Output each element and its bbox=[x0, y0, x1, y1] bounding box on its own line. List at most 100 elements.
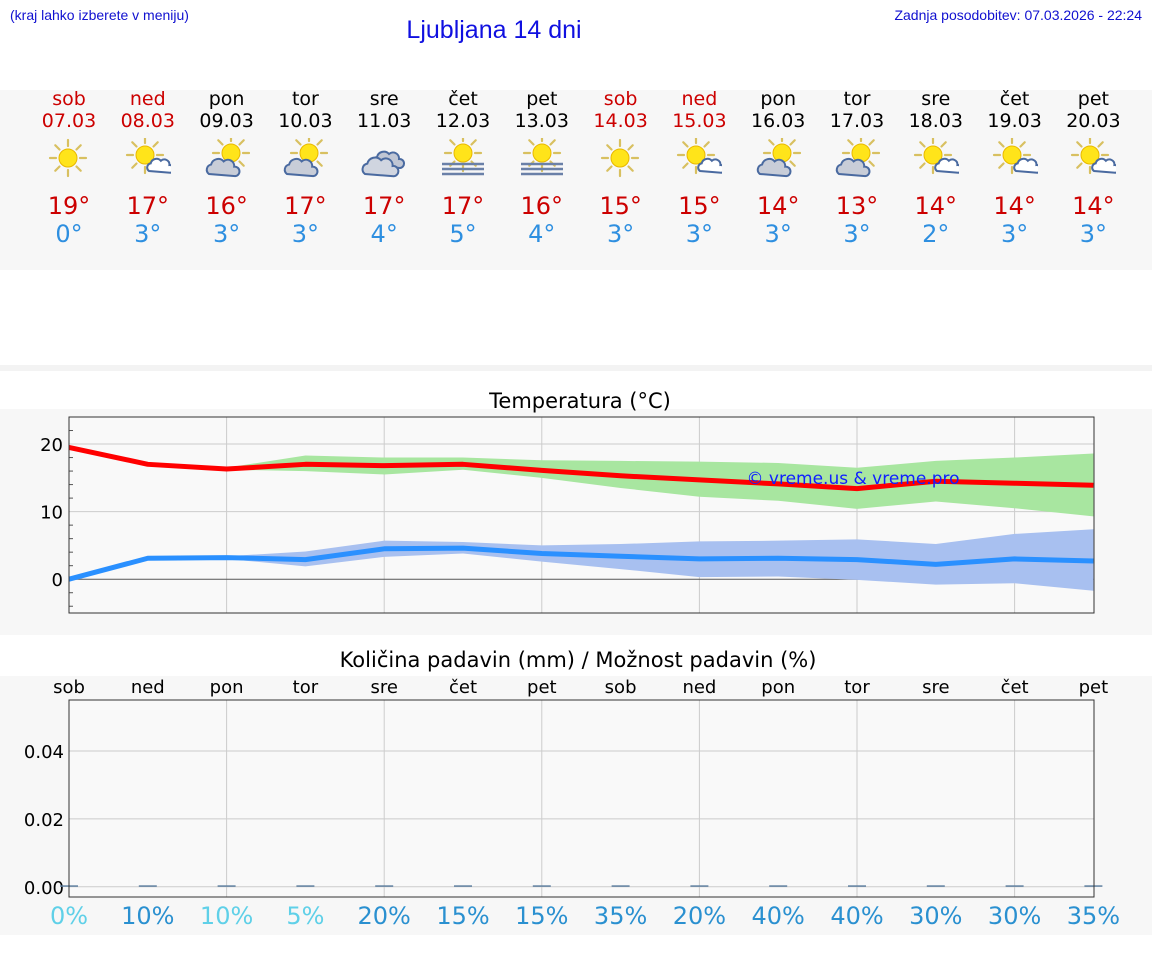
max-temperature: 19° bbox=[47, 192, 91, 220]
x-tick-label: ned bbox=[682, 677, 716, 698]
min-temperature: 3° bbox=[1079, 220, 1108, 248]
forecast-day: pon 09.03 16° 3° bbox=[187, 88, 267, 248]
plot-frame bbox=[68, 699, 1095, 898]
sun-dark-cloud-icon bbox=[756, 138, 802, 178]
day-date: 07.03 bbox=[41, 110, 97, 132]
x-tick-label: čet bbox=[1001, 677, 1029, 698]
max-temperature: 14° bbox=[914, 192, 958, 220]
day-name: pon bbox=[208, 88, 245, 110]
y-tick-label: 0 bbox=[52, 570, 63, 591]
day-date: 12.03 bbox=[435, 110, 491, 132]
day-name: pon bbox=[760, 88, 797, 110]
temperature-chart: Temperatura (°C) 0 10 20 © vreme.us & vreme.… bbox=[40, 389, 1095, 614]
day-name: sob bbox=[52, 88, 86, 110]
day-date: 20.03 bbox=[1066, 110, 1121, 132]
min-temperature: 3° bbox=[606, 220, 635, 248]
x-tick-label: pet bbox=[527, 677, 557, 698]
precip-bar bbox=[138, 885, 157, 887]
day-date: 14.03 bbox=[593, 110, 648, 132]
forecast-day: čet 12.03 17° 5° bbox=[423, 88, 503, 248]
forecast-day: čet 19.03 14° 3° bbox=[975, 88, 1055, 248]
y-tick-label: 10 bbox=[40, 503, 63, 524]
last-update: Zadnja posodobitev: 07.03.2026 - 22:24 bbox=[894, 7, 1142, 23]
watermark: © vreme.us & vreme.pro bbox=[746, 469, 959, 489]
forecast-days: sob 07.03 19° 0° ned 08.03 17° 3° pon 09.03 16° 3° t… bbox=[0, 88, 1152, 268]
forecast-day: pet 20.03 14° 3° bbox=[1053, 88, 1133, 248]
x-tick-label: čet bbox=[449, 677, 477, 698]
day-name: čet bbox=[999, 88, 1030, 110]
min-temperature: 3° bbox=[134, 220, 162, 248]
day-name: pet bbox=[1077, 88, 1109, 110]
sun-cloud-icon bbox=[1071, 138, 1117, 175]
y-tick-label: 20 bbox=[40, 435, 63, 456]
precip-bar bbox=[454, 885, 472, 887]
min-temperature: 3° bbox=[764, 220, 792, 248]
max-temperature: 16° bbox=[520, 192, 564, 220]
cloudy-icon bbox=[361, 150, 406, 178]
sun-dark-cloud-icon bbox=[284, 138, 329, 178]
x-tick-label: pet bbox=[1079, 677, 1109, 698]
forecast-day: ned 15.03 15° 3° bbox=[659, 88, 739, 248]
min-temperature: 3° bbox=[685, 220, 714, 248]
sun-fog-icon bbox=[520, 138, 563, 176]
x-tick-label: sre bbox=[370, 677, 397, 698]
precipitation-chart: Količina padavin (mm) / Možnost padavin … bbox=[24, 648, 1109, 899]
forecast-day: tor 10.03 17° 3° bbox=[265, 88, 345, 248]
day-date: 13.03 bbox=[514, 110, 569, 132]
precip-bar bbox=[375, 885, 394, 887]
day-date: 15.03 bbox=[672, 110, 727, 132]
sun-dark-cloud-icon bbox=[835, 138, 880, 178]
chart-title: Količina padavin (mm) / Možnost padavin … bbox=[340, 648, 817, 672]
day-date: 17.03 bbox=[829, 110, 885, 132]
min-temperature-line bbox=[68, 545, 1094, 582]
forecast-day: sre 18.03 14° 2° bbox=[896, 88, 976, 248]
precip-bar bbox=[926, 885, 945, 887]
min-temperature: 4° bbox=[528, 220, 556, 248]
max-temperature: 17° bbox=[441, 192, 485, 220]
min-temperature-range bbox=[69, 529, 1094, 591]
max-temperature: 13° bbox=[835, 192, 879, 220]
min-temperature: 0° bbox=[55, 220, 83, 248]
y-tick-label: 0.04 bbox=[24, 742, 64, 763]
day-name: tor bbox=[843, 88, 871, 110]
max-temperature: 14° bbox=[756, 192, 800, 220]
y-tick-label: 0.00 bbox=[24, 878, 64, 899]
day-name: ned bbox=[129, 88, 166, 110]
max-temperature-line bbox=[68, 444, 1094, 492]
precip-bar bbox=[690, 885, 709, 887]
day-date: 09.03 bbox=[199, 110, 254, 132]
precip-bar bbox=[1005, 885, 1024, 887]
forecast-day: ned 08.03 17° 3° bbox=[108, 88, 188, 248]
day-name: sre bbox=[921, 88, 951, 110]
max-temperature: 15° bbox=[678, 192, 721, 220]
day-date: 16.03 bbox=[750, 110, 806, 132]
day-name: tor bbox=[291, 88, 319, 110]
plot-area bbox=[69, 700, 1094, 897]
forecast-day: sre 11.03 17° 4° bbox=[344, 88, 424, 248]
precip-bar bbox=[769, 885, 788, 887]
x-tick-label: sob bbox=[53, 677, 85, 698]
min-temperature: 2° bbox=[922, 220, 950, 248]
y-tick-label: 0.02 bbox=[24, 810, 64, 831]
max-temperature: 15° bbox=[599, 192, 642, 220]
separator-band bbox=[0, 365, 1152, 371]
sun-dark-cloud-icon bbox=[205, 138, 250, 178]
sun-cloud-icon bbox=[992, 138, 1038, 175]
x-tick-label: pon bbox=[761, 677, 795, 698]
sun-icon bbox=[600, 138, 639, 178]
precip-bar bbox=[611, 885, 630, 887]
forecast-day: sob 14.03 15° 3° bbox=[581, 88, 661, 248]
min-temperature: 3° bbox=[212, 220, 241, 248]
min-temperature: 3° bbox=[843, 220, 871, 248]
forecast-day: tor 17.03 13° 3° bbox=[817, 88, 897, 248]
x-tick-label: tor bbox=[844, 677, 870, 698]
min-temperature: 5° bbox=[449, 220, 477, 248]
x-tick-label: tor bbox=[293, 677, 319, 698]
location-hint: (kraj lahko izberete v meniju) bbox=[10, 7, 189, 23]
chart-title: Temperatura (°C) bbox=[488, 389, 671, 413]
day-name: sre bbox=[369, 88, 399, 110]
plot-frame bbox=[68, 416, 1095, 614]
precip-bar bbox=[848, 885, 866, 887]
sun-icon bbox=[48, 138, 88, 178]
sun-cloud-icon bbox=[913, 138, 959, 175]
